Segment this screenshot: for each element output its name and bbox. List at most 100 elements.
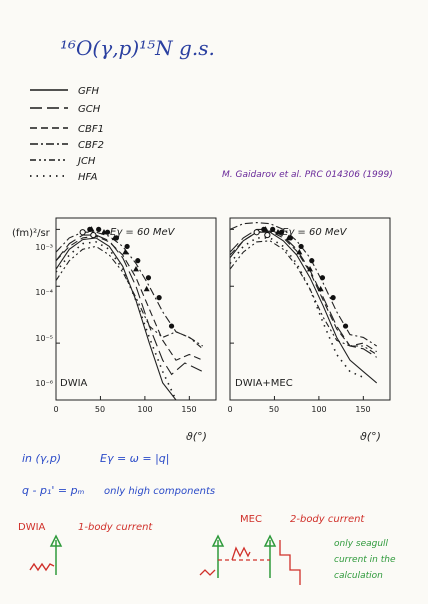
series-line-solid-1 — [229, 231, 378, 384]
chart-marks-dwia — [55, 226, 204, 401]
legend-entry-cbf2: CBF2 — [30, 140, 104, 151]
legend-entry-jch: JCH — [30, 156, 96, 167]
series-line-dash-0 — [55, 235, 203, 361]
legend-label-jch: JCH — [76, 156, 96, 167]
tick-label-y-dwia-0: 10⁻³ — [35, 243, 53, 252]
plot-frame-dwia — [55, 217, 217, 401]
data-point-circle-filled-0-6 — [145, 275, 152, 281]
tick-label-y-dwia-3: 10⁻⁶ — [35, 379, 53, 388]
plot-frame-dwia-mec — [229, 217, 391, 401]
seagull-note-line-2: current in the — [334, 555, 396, 565]
tick-label-y-dwia-1: 10⁻⁴ — [35, 288, 53, 297]
data-point-triangle-filled-1-2 — [285, 234, 292, 241]
momentum-note: only high components — [104, 486, 215, 497]
data-point-circle-filled-0-8 — [168, 323, 175, 329]
chart-marks-dwia-mec — [229, 222, 378, 400]
data-point-triangle-filled-1-0 — [262, 226, 269, 232]
panel-label-dwia-mec: DWIA+MEC — [235, 378, 293, 389]
one-body-current-note: 1-body current — [78, 522, 153, 533]
kinematics-equation: Eγ = ω = |q| — [100, 452, 170, 465]
legend-label-gfh: GFH — [78, 86, 100, 97]
data-point-triangle-filled-1-5 — [317, 285, 324, 292]
x-axis-label-dwia: ϑ(°) — [186, 430, 207, 443]
red-wavy-line-bottom — [199, 569, 216, 576]
data-point-triangle-filled-0-3 — [122, 248, 129, 255]
data-point-circle-open-0-1 — [90, 231, 97, 239]
legend-label-gch: GCH — [78, 104, 101, 115]
data-point-circle-filled-1-6 — [319, 275, 326, 281]
series-line-dashdot-0 — [55, 231, 203, 347]
kinematics-note: in (γ,p) — [22, 452, 61, 465]
tick-label-x-mec-0: 0 — [227, 405, 232, 414]
seagull-note-line-3: calculation — [334, 571, 383, 581]
data-point-circle-filled-0-1 — [96, 226, 102, 232]
green-arrow-head-left — [211, 534, 225, 547]
legend-entry-cbf1: CBF1 — [30, 124, 104, 135]
series-line-dot-0 — [55, 241, 177, 401]
red-step-line — [279, 540, 301, 585]
data-point-triangle-filled-1-3 — [296, 248, 303, 255]
data-point-circle-filled-0-5 — [135, 258, 141, 264]
data-point-circle-filled-1-7 — [330, 295, 336, 301]
two-body-current-note: 2-body current — [290, 514, 365, 525]
tick-label-y-dwia-2: 10⁻⁵ — [35, 334, 53, 343]
data-point-circle-filled-0-7 — [156, 295, 162, 301]
legend-entry-hfa: HFA — [30, 172, 98, 183]
data-point-triangle-filled-1-1 — [275, 229, 281, 235]
data-point-circle-open-0-0 — [79, 229, 86, 236]
tick-label-x-dwia-2: 100 — [137, 405, 152, 414]
data-point-circle-filled-0-4 — [124, 243, 130, 250]
tick-label-x-mec-2: 100 — [311, 405, 326, 414]
panel-label-dwia: DWIA — [60, 378, 88, 389]
tick-label-x-dwia-3: 150 — [181, 405, 196, 414]
two-body-diagram-sketch — [199, 534, 301, 585]
data-point-triangle-filled-0-0 — [88, 226, 95, 232]
green-arrow-head — [49, 534, 63, 547]
series-line-dashdot-1 — [229, 222, 377, 347]
data-point-circle-open-1-1 — [264, 231, 271, 239]
red-wavy-line — [29, 562, 55, 572]
series-line-dashdotdot-0 — [55, 245, 204, 350]
energy-label-dwia-mec: Eγ = 60 MeV — [282, 227, 348, 238]
data-point-triangle-filled-0-4 — [133, 265, 139, 272]
data-point-triangle-filled-0-2 — [111, 234, 118, 241]
series-line-longdash-0 — [55, 234, 203, 376]
legend-label-cbf2: CBF2 — [78, 140, 104, 151]
data-point-circle-filled-1-8 — [342, 323, 349, 329]
data-point-triangle-filled-0-5 — [143, 285, 150, 292]
dwia-note: DWIA — [18, 522, 46, 533]
series-line-dash-1 — [229, 230, 377, 353]
data-point-triangle-filled-0-1 — [101, 229, 107, 235]
series-line-dashdotdot-1 — [229, 240, 377, 355]
mec-note: MEC — [240, 514, 262, 525]
legend-entry-gfh: GFH — [30, 86, 100, 97]
red-wavy-line-right — [231, 546, 251, 561]
chart-panel-dwia-mec: Eγ = 60 MeV DWIA+MEC 0 50 100 150 ϑ(°) — [227, 217, 391, 443]
legend: GFH GCH CBF1 CBF2 JCH HFA — [30, 86, 104, 183]
data-point-triangle-filled-1-4 — [307, 265, 313, 272]
green-arrow-head-right — [263, 534, 277, 547]
momentum-relation: q - p₁' = pₘ — [22, 484, 85, 497]
legend-label-hfa: HFA — [78, 172, 98, 183]
tick-label-x-mec-1: 50 — [269, 405, 279, 414]
tick-label-x-dwia-0: 0 — [53, 405, 58, 414]
legend-entry-gch: GCH — [30, 104, 101, 115]
legend-label-cbf1: CBF1 — [78, 124, 104, 135]
y-axis-label: (fm)²/sr — [12, 228, 51, 239]
x-axis-label: ϑ(°) — [360, 430, 381, 443]
data-point-circle-filled-1-1 — [270, 226, 276, 232]
one-body-diagram-sketch — [29, 534, 63, 575]
data-point-circle-filled-1-5 — [309, 258, 315, 264]
energy-label-dwia: Eγ = 60 MeV — [110, 227, 176, 238]
seagull-note-line-1: only seagull — [334, 539, 389, 549]
series-line-solid-0 — [55, 237, 177, 401]
data-point-circle-open-1-0 — [253, 229, 260, 236]
reference-citation: M. Gaidarov et al. PRC 014306 (1999) — [222, 170, 393, 180]
chart-panel-dwia: (fm)²/sr Eγ = 60 MeV DWIA 10⁻³ 10⁻⁴ 10⁻⁵… — [12, 217, 217, 414]
tick-label-x-mec-3: 150 — [355, 405, 370, 414]
series-line-dot-1 — [229, 237, 364, 379]
page-title: ¹⁶O(γ,p)¹⁵N g.s. — [60, 36, 215, 60]
data-point-circle-filled-1-4 — [298, 243, 304, 250]
